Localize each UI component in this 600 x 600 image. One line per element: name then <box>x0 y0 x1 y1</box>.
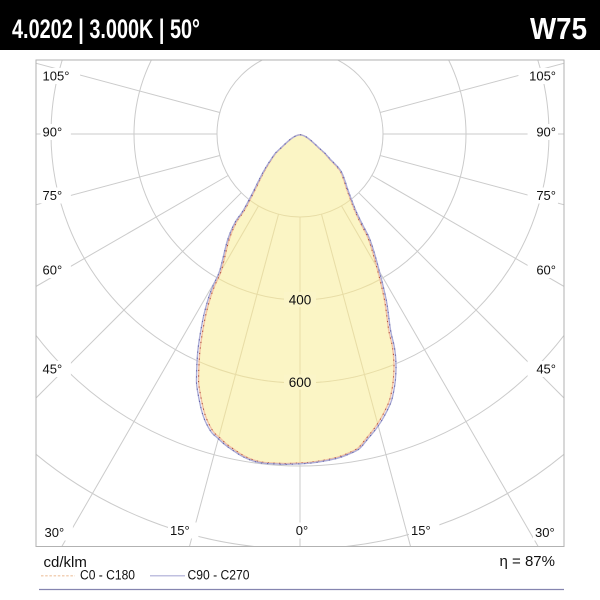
svg-text:400: 400 <box>289 293 312 308</box>
svg-text:4.0202 | 3.000K | 50°: 4.0202 | 3.000K | 50° <box>12 14 200 44</box>
svg-text:90°: 90° <box>43 125 63 140</box>
svg-text:C0 - C180: C0 - C180 <box>80 568 135 583</box>
svg-text:105°: 105° <box>43 69 70 84</box>
svg-text:60°: 60° <box>43 263 63 278</box>
svg-text:45°: 45° <box>43 362 63 377</box>
svg-text:W75: W75 <box>530 11 587 46</box>
svg-text:cd/klm: cd/klm <box>44 554 87 571</box>
svg-text:η = 87%: η = 87% <box>500 553 555 570</box>
svg-text:600: 600 <box>289 375 312 390</box>
svg-text:60°: 60° <box>536 263 556 278</box>
svg-text:105°: 105° <box>529 69 556 84</box>
svg-text:C90 - C270: C90 - C270 <box>188 568 250 583</box>
svg-text:30°: 30° <box>45 525 65 540</box>
svg-text:15°: 15° <box>411 523 431 538</box>
svg-text:90°: 90° <box>536 125 556 140</box>
svg-text:15°: 15° <box>170 523 190 538</box>
svg-text:0°: 0° <box>296 523 308 538</box>
svg-text:45°: 45° <box>536 362 556 377</box>
svg-text:75°: 75° <box>536 188 556 203</box>
svg-text:75°: 75° <box>43 188 63 203</box>
svg-text:30°: 30° <box>535 525 555 540</box>
